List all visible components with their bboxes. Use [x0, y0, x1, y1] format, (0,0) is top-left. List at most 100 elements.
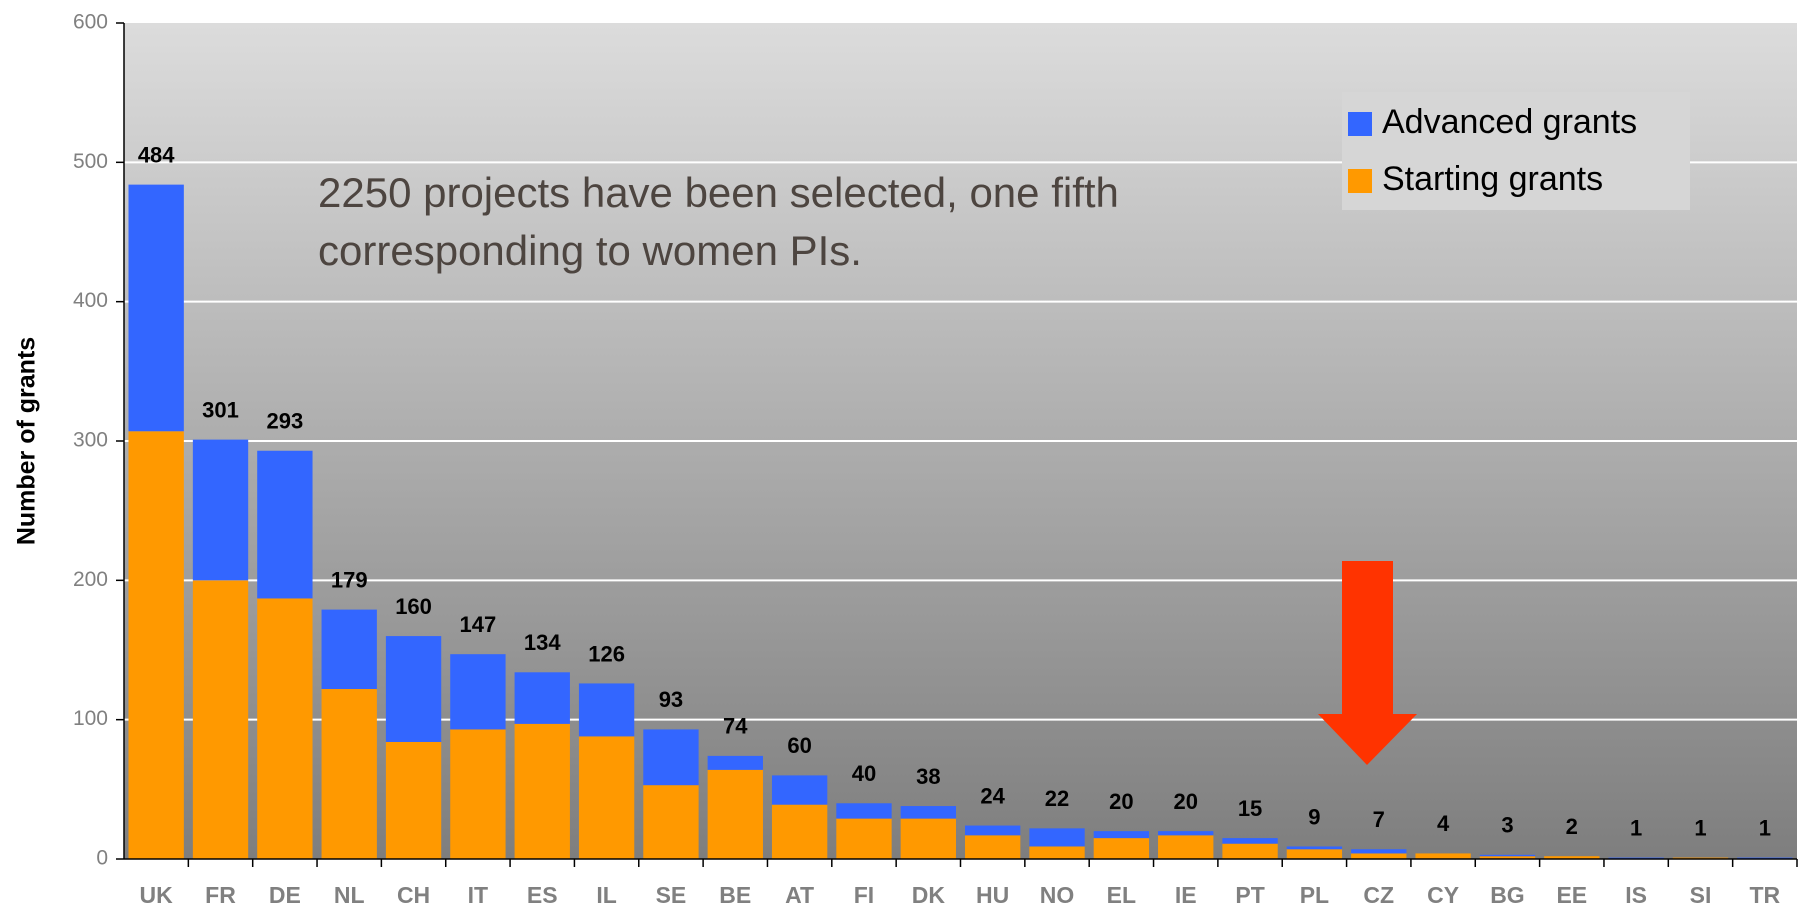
bar-segment	[1479, 856, 1536, 859]
bar-segment	[257, 450, 313, 599]
legend-swatch	[1348, 169, 1372, 193]
x-tick-label: SI	[1690, 882, 1712, 908]
bar-segment	[900, 818, 956, 859]
bar-segment	[1286, 846, 1343, 850]
value-label: 40	[852, 761, 876, 786]
x-tick-label: UK	[140, 882, 174, 908]
value-label: 60	[787, 733, 811, 758]
bar-segment	[771, 775, 828, 805]
value-label: 1	[1694, 815, 1706, 840]
value-label: 20	[1109, 789, 1133, 814]
bar-segment	[514, 672, 570, 724]
bar-segment	[321, 689, 377, 859]
bar-segment	[836, 818, 892, 859]
value-label: 1	[1759, 815, 1771, 840]
x-tick-label: IE	[1175, 882, 1197, 908]
value-label: 160	[395, 594, 432, 619]
y-tick-label: 500	[73, 150, 108, 173]
value-label: 293	[267, 409, 304, 434]
bar-segment	[1158, 835, 1214, 859]
value-label: 15	[1238, 796, 1262, 821]
x-tick-label: IL	[596, 882, 616, 908]
bar-segment	[128, 184, 184, 432]
bar-segment	[643, 785, 699, 859]
value-label: 179	[331, 567, 368, 592]
value-label: 1	[1630, 815, 1642, 840]
x-tick-label: NL	[334, 882, 365, 908]
bar-segment	[321, 609, 377, 690]
value-label: 301	[202, 397, 239, 422]
bar-segment	[578, 736, 635, 859]
bar-segment	[1029, 846, 1085, 859]
bar-segment	[900, 806, 956, 819]
x-tick-label: AT	[785, 882, 814, 908]
value-label: 126	[588, 641, 625, 666]
value-label: 93	[659, 687, 683, 712]
value-label: 2	[1566, 814, 1578, 839]
bar-segment	[450, 729, 506, 859]
y-tick-label: 600	[73, 11, 108, 34]
bar-segment	[1415, 853, 1471, 859]
value-label: 147	[460, 612, 497, 637]
bar-segment	[707, 755, 763, 770]
bar-segment	[514, 723, 570, 859]
value-label: 4	[1437, 811, 1450, 836]
value-label: 24	[980, 783, 1005, 808]
arrow	[1318, 561, 1417, 765]
bar-segment	[385, 741, 442, 859]
x-tick-label: CH	[397, 882, 430, 908]
bar-segment	[1479, 854, 1536, 857]
bar-segment	[1093, 838, 1150, 859]
value-label: 134	[524, 630, 561, 655]
bar-segment	[965, 835, 1021, 859]
bar-segment	[1351, 849, 1407, 854]
bar-segment	[1544, 856, 1600, 859]
legend-box	[1342, 92, 1690, 210]
value-label: 20	[1173, 789, 1197, 814]
bar-segment	[643, 729, 699, 786]
value-label: 38	[916, 764, 940, 789]
bar-segment	[1222, 843, 1278, 859]
y-tick-label: 300	[73, 429, 108, 452]
y-axis-title: Number of grants	[13, 337, 41, 545]
x-tick-label: FI	[854, 882, 874, 908]
bar-segment	[1286, 849, 1343, 859]
x-tick-label: BG	[1490, 882, 1525, 908]
x-tick-label: FR	[205, 882, 236, 908]
bar-segment	[771, 804, 828, 859]
bar-segment	[128, 431, 184, 859]
x-tick-label: DE	[269, 882, 301, 908]
bar-segment	[1029, 828, 1085, 847]
value-label: 3	[1501, 813, 1513, 838]
bar-segment	[1222, 838, 1278, 844]
x-tick-label: IT	[468, 882, 488, 908]
x-tick-label: ES	[527, 882, 558, 908]
x-tick-label: EE	[1556, 882, 1587, 908]
bar-segment	[836, 803, 892, 819]
x-tick-label: TR	[1749, 882, 1780, 908]
x-tick-label: NO	[1040, 882, 1075, 908]
bar-segment	[192, 439, 249, 581]
annotation: 2250 projects have been selected, one fi…	[318, 169, 1119, 274]
legend-swatch	[1348, 112, 1372, 136]
bar-segment	[1093, 831, 1150, 839]
y-tick-label: 100	[73, 707, 108, 730]
bar-segment	[450, 654, 506, 730]
x-tick-label: PT	[1235, 882, 1264, 908]
x-tick-label: CZ	[1363, 882, 1394, 908]
y-tick-label: 400	[73, 289, 108, 312]
value-label: 22	[1045, 786, 1069, 811]
value-label: 484	[138, 142, 175, 167]
value-label: 9	[1308, 804, 1320, 829]
value-label: 7	[1373, 807, 1385, 832]
bar-segment	[385, 636, 442, 742]
x-tick-label: EL	[1107, 882, 1136, 908]
x-tick-label: BE	[719, 882, 751, 908]
x-tick-label: DK	[912, 882, 946, 908]
bar-segment	[707, 769, 763, 859]
bar-segment	[257, 598, 313, 859]
x-tick-label: IS	[1625, 882, 1647, 908]
legend-label: Starting grants	[1382, 160, 1603, 198]
x-tick-label: CY	[1427, 882, 1459, 908]
